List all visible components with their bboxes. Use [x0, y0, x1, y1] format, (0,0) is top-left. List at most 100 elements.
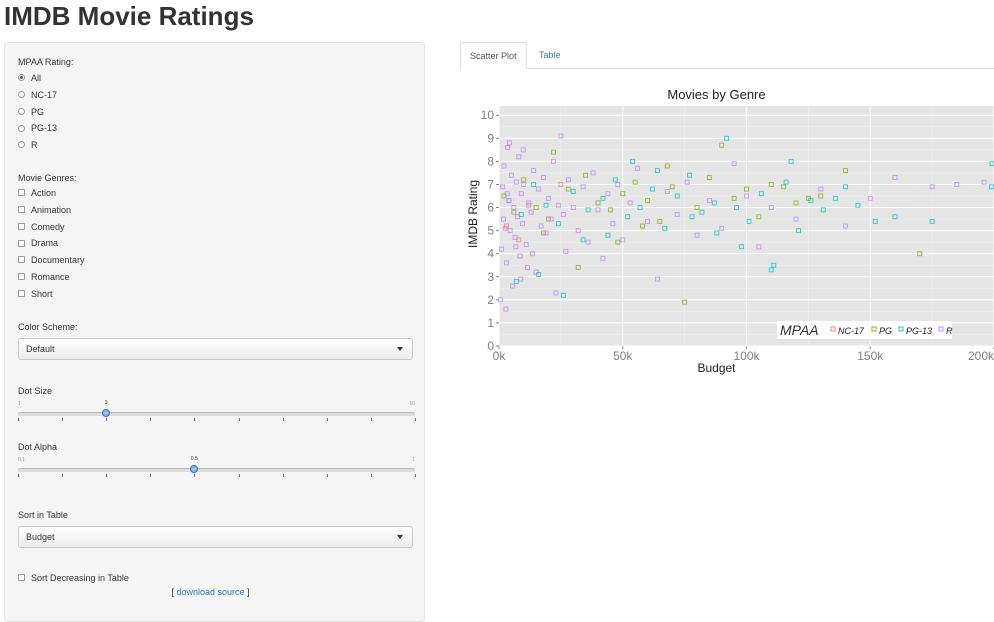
radio-icon[interactable] [18, 141, 25, 149]
slider-track[interactable] [18, 468, 415, 472]
tab-bar: Scatter Plot Table [460, 42, 994, 69]
data-point [615, 182, 621, 187]
app-title: IMDB Movie Ratings [4, 1, 254, 31]
radio-icon[interactable] [18, 90, 25, 98]
slider-handle[interactable] [102, 409, 111, 417]
genre-label: Short [31, 288, 53, 299]
dot-alpha-slider[interactable]: 0.1 1 0.5 [18, 456, 416, 481]
genre-checkbox-6[interactable]: Short [18, 288, 53, 301]
radio-label: NC-17 [31, 89, 58, 100]
data-point [768, 267, 774, 273]
checkbox-icon[interactable] [18, 205, 25, 213]
chart-title: Movies by Genre [667, 87, 765, 102]
checkbox-icon[interactable] [18, 239, 25, 247]
data-point [892, 214, 898, 220]
chevron-down-icon [397, 535, 403, 539]
checkbox-icon[interactable] [18, 273, 25, 281]
sort-decreasing-checkbox[interactable]: Sort Decreasing in Table [18, 572, 129, 585]
genre-checkbox-1[interactable]: Animation [18, 204, 71, 217]
color-scheme-value: Default [26, 344, 55, 354]
tab-scatter-plot[interactable]: Scatter Plot [460, 42, 527, 69]
source-bracket-close: ] [247, 587, 250, 597]
data-point [575, 228, 581, 234]
data-point [855, 202, 861, 208]
data-point [771, 262, 777, 268]
data-point [756, 214, 762, 220]
dot-size-slider[interactable]: 1 10 3 [18, 400, 416, 425]
x-tick-label: 50k [613, 349, 633, 363]
data-point [546, 216, 551, 222]
data-point [525, 265, 530, 270]
data-point [531, 168, 537, 174]
radio-icon[interactable] [18, 107, 25, 115]
data-point [506, 140, 512, 146]
data-point [503, 260, 509, 266]
data-point [501, 163, 507, 169]
data-point [533, 205, 539, 210]
data-point [635, 165, 641, 171]
slider-tick [282, 474, 284, 477]
slider-handle[interactable] [190, 465, 199, 473]
data-point [657, 218, 663, 224]
genre-checkbox-4[interactable]: Documentary [18, 254, 85, 267]
legend-key [871, 326, 877, 332]
slider-track[interactable] [18, 412, 415, 416]
genre-checkbox-5[interactable]: Romance [18, 271, 70, 284]
data-point [504, 191, 510, 197]
data-point [533, 269, 539, 275]
data-point [550, 149, 556, 155]
download-source-link[interactable]: download source [176, 587, 245, 597]
data-point [758, 191, 764, 197]
genre-checkbox-3[interactable]: Drama [18, 237, 58, 250]
slider-value-label: 3 [104, 400, 108, 406]
genre-label: Drama [31, 238, 59, 249]
radio-icon[interactable] [18, 74, 25, 82]
x-tick-label: 100k [733, 349, 760, 363]
mpaa-radio-0[interactable]: All [18, 72, 41, 85]
checkbox-icon[interactable] [18, 289, 25, 297]
data-point [662, 225, 668, 231]
y-tick-label: 10 [481, 108, 495, 122]
data-point [793, 200, 799, 206]
sort-select[interactable]: Budget [18, 526, 413, 548]
mpaa-radio-2[interactable]: PG [18, 106, 44, 119]
data-point [610, 221, 616, 227]
checkbox-icon[interactable] [18, 574, 25, 582]
mpaa-radio-4[interactable]: R [18, 139, 38, 152]
sidebar-panel: MPAA Rating: All NC-17 PG PG-13 R Movie Genr… [4, 42, 425, 622]
data-point [818, 186, 824, 192]
data-point [580, 237, 586, 243]
data-point [756, 244, 762, 250]
slider-tick [62, 418, 64, 421]
legend-box [777, 321, 952, 339]
y-tick-label: 8 [487, 154, 494, 168]
data-point [654, 168, 660, 174]
slider-ticks [18, 474, 416, 478]
data-point [818, 193, 824, 199]
data-point [560, 212, 566, 217]
data-point [497, 297, 503, 303]
data-point [600, 255, 606, 261]
genre-checkbox-2[interactable]: Comedy [18, 221, 65, 234]
data-point [520, 147, 526, 153]
data-point [674, 212, 680, 217]
data-point [590, 170, 596, 176]
tab-table[interactable]: Table [539, 50, 561, 60]
color-scheme-select[interactable]: Default [18, 338, 413, 360]
checkbox-icon[interactable] [18, 222, 25, 230]
data-point [605, 232, 611, 238]
radio-icon[interactable] [18, 124, 25, 132]
mpaa-radio-3[interactable]: PG-13 [18, 122, 57, 135]
y-tick-label: 9 [487, 131, 494, 145]
data-point [500, 184, 506, 190]
data-point [543, 230, 549, 236]
radio-label: PG [31, 106, 45, 117]
genre-checkbox-0[interactable]: Action [18, 187, 56, 200]
mpaa-radio-1[interactable]: NC-17 [18, 89, 57, 102]
checkbox-icon[interactable] [18, 189, 25, 197]
slider-max-label: 10 [409, 401, 415, 407]
data-point [989, 161, 994, 167]
checkbox-icon[interactable] [18, 256, 25, 264]
data-point [583, 172, 589, 178]
slider-tick [150, 474, 152, 477]
